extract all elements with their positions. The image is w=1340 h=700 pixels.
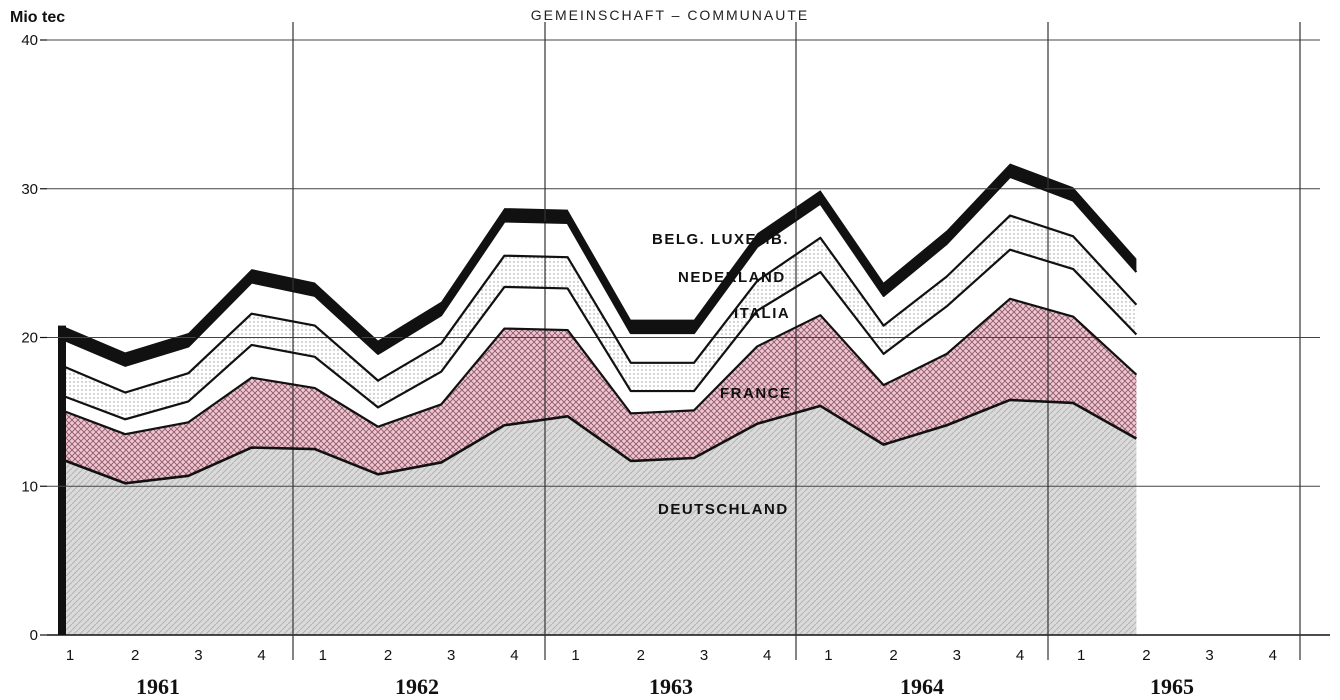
series-label-italia: ITALIA [734, 305, 790, 322]
x-tick-label: 4 [257, 647, 265, 664]
series-boundaries [61, 175, 1138, 485]
chart-title: GEMEINSCHAFT – COMMUNAUTE [531, 7, 809, 23]
y-tick-label: 40 [21, 32, 38, 49]
x-tick-label: 2 [889, 647, 897, 664]
y-axis-ticks: 0 10 20 30 40 [21, 32, 47, 644]
x-tick-label: 4 [763, 647, 771, 664]
x-tick-label: 2 [384, 647, 392, 664]
series-label-france: FRANCE [720, 385, 792, 402]
x-axis-year-labels: 1961 1962 1963 1964 1965 [136, 674, 1194, 699]
x-tick-label: 4 [1269, 647, 1277, 664]
year-label: 1964 [900, 674, 944, 699]
x-tick-label: 4 [1016, 647, 1024, 664]
x-tick-label: 1 [66, 647, 74, 664]
series-label-belg-luxemb: BELG. LUXEMB. [652, 231, 789, 248]
x-tick-label: 1 [824, 647, 832, 664]
x-tick-label: 3 [1205, 647, 1213, 664]
x-axis-quarter-ticks: 1 2 3 4 1 2 3 4 1 2 3 4 1 2 3 4 1 2 3 4 [66, 647, 1277, 664]
x-tick-label: 1 [571, 647, 579, 664]
grid-lines [47, 22, 1330, 660]
area-deutschland [62, 399, 1137, 635]
y-tick-label: 30 [21, 181, 38, 198]
series-line [61, 297, 1138, 436]
y-axis-label: Mio tec [10, 9, 65, 26]
x-tick-label: 4 [510, 647, 518, 664]
left-bar [58, 325, 66, 635]
series-labels: BELG. LUXEMB. NEDERLAND ITALIA FRANCE DE… [652, 231, 792, 518]
x-tick-label: 1 [1077, 647, 1085, 664]
y-tick-label: 10 [21, 478, 38, 495]
x-tick-label: 2 [131, 647, 139, 664]
x-tick-label: 3 [447, 647, 455, 664]
x-tick-label: 3 [953, 647, 961, 664]
x-tick-label: 3 [700, 647, 708, 664]
y-tick-label: 0 [30, 627, 38, 644]
area-italia [62, 249, 1137, 435]
series-label-nederland: NEDERLAND [678, 269, 786, 286]
series-line [61, 214, 1138, 394]
x-tick-label: 2 [1142, 647, 1150, 664]
x-tick-label: 2 [637, 647, 645, 664]
series-line [61, 248, 1138, 421]
y-tick-label: 20 [21, 330, 38, 347]
x-tick-label: 3 [194, 647, 202, 664]
area-france [62, 298, 1137, 484]
year-label: 1961 [136, 674, 180, 699]
series-line [61, 398, 1138, 485]
x-tick-label: 1 [319, 647, 327, 664]
year-label: 1962 [395, 674, 439, 699]
series-label-deutschland: DEUTSCHLAND [658, 501, 789, 518]
series-line [61, 175, 1138, 367]
year-label: 1963 [649, 674, 693, 699]
year-label: 1965 [1150, 674, 1194, 699]
